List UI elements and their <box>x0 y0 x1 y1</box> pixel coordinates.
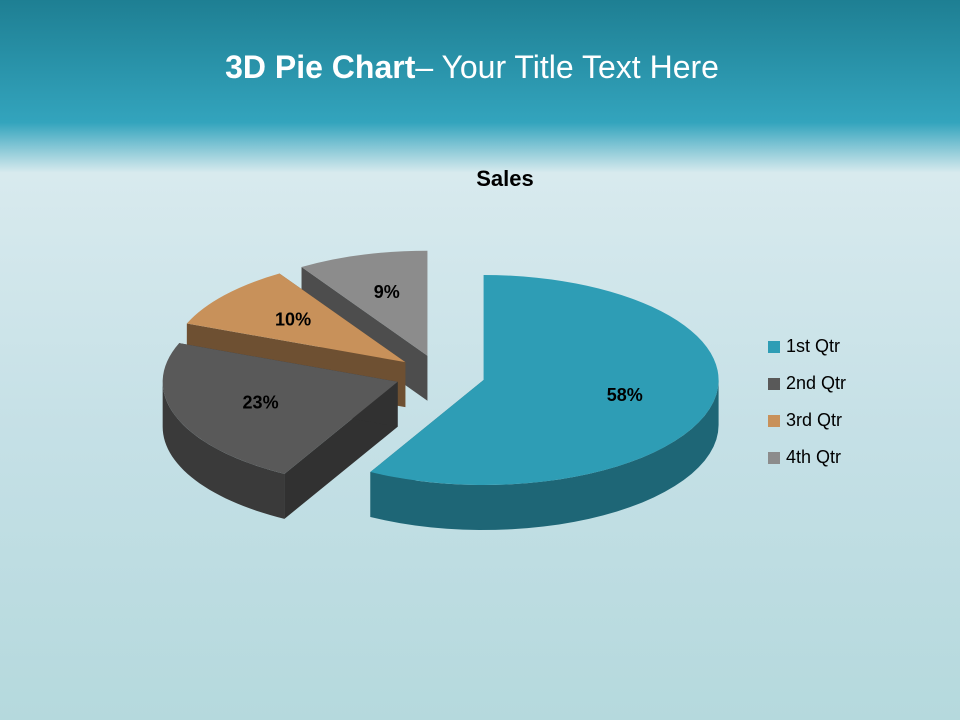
slice <box>370 275 719 486</box>
legend-label: 2nd Qtr <box>786 373 846 393</box>
chart-title: Sales <box>476 166 534 191</box>
data-label: 58% <box>607 385 643 405</box>
legend-swatch <box>768 415 780 427</box>
data-label: 23% <box>243 393 279 413</box>
slice-wall <box>370 380 719 530</box>
slide-title-bold: 3D Pie Chart <box>225 49 416 85</box>
legend: 1st Qtr 2nd Qtr 3rd Qtr 4th Qtr <box>768 336 846 467</box>
data-label: 9% <box>374 282 400 302</box>
slice-wall <box>162 381 285 519</box>
slice <box>186 273 406 363</box>
slice <box>301 250 428 356</box>
legend-label: 3rd Qtr <box>786 410 842 430</box>
legend-label: 4th Qtr <box>786 447 841 467</box>
legend-swatch <box>768 341 780 353</box>
legend-swatch <box>768 378 780 390</box>
pie: 58% 23% 10% 9% <box>162 250 719 530</box>
legend-swatch <box>768 452 780 464</box>
slice <box>162 343 398 474</box>
slide-title: 3D Pie Chart– Your Title Text Here <box>225 49 719 85</box>
data-label: 10% <box>275 309 311 329</box>
slide-title-rest: – Your Title Text Here <box>415 49 719 85</box>
legend-label: 1st Qtr <box>786 336 840 356</box>
